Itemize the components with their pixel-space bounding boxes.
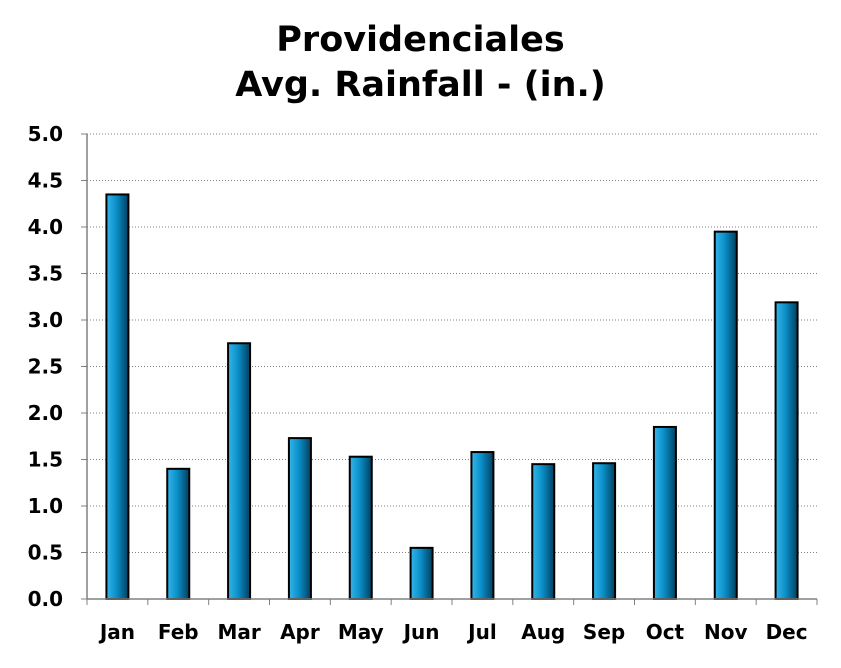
x-tick-label: Aug <box>521 620 565 644</box>
bar-may <box>348 455 373 600</box>
bars <box>105 193 799 601</box>
bar-oct <box>652 425 677 601</box>
x-tick-label: Jun <box>402 620 440 644</box>
bar-apr <box>287 437 312 600</box>
y-tick-label: 0.5 <box>28 541 63 565</box>
y-tick-label: 3.5 <box>28 262 63 286</box>
chart-title: Providenciales <box>276 20 565 60</box>
chart-title-block: Providenciales Avg. Rainfall - (in.) <box>0 18 841 108</box>
y-tick-labels: 0.0 0.5 1.0 1.5 2.0 2.5 3.0 3.5 4.0 4.5 5.0 <box>28 122 63 611</box>
x-tick-label: Feb <box>158 620 199 644</box>
x-tick-label: Dec <box>766 620 808 644</box>
x-tick-label: Jul <box>466 620 497 644</box>
x-tick-label: Jan <box>98 620 135 644</box>
x-tick-label: Oct <box>646 620 685 644</box>
x-tick-label: Nov <box>704 620 748 644</box>
x-tick-labels: Jan Feb Mar Apr May Jun Jul Aug Sep Oct Nov Dec <box>98 620 808 644</box>
bar-jan <box>105 193 130 600</box>
y-tick-label: 0.0 <box>28 587 63 611</box>
bar-jul <box>470 451 495 600</box>
gridlines <box>87 133 817 553</box>
x-tick-label: Sep <box>583 620 625 644</box>
y-tick-label: 3.0 <box>28 308 63 332</box>
x-tick-label: May <box>338 620 384 644</box>
y-tick-label: 4.0 <box>28 215 63 239</box>
axes <box>81 133 818 605</box>
bar-sep <box>592 462 617 600</box>
bar-nov <box>713 230 738 600</box>
bar-dec <box>774 301 799 600</box>
x-tick-label: Mar <box>217 620 260 644</box>
y-tick-label: 1.0 <box>28 494 63 518</box>
y-tick-label: 1.5 <box>28 448 63 472</box>
bar-feb <box>166 467 191 600</box>
y-tick-label: 2.0 <box>28 401 63 425</box>
x-tick-label: Apr <box>280 620 320 644</box>
bar-mar <box>227 342 252 600</box>
y-tick-label: 4.5 <box>28 169 63 193</box>
bar-aug <box>531 463 556 600</box>
chart-subtitle: Avg. Rainfall - (in.) <box>235 65 606 105</box>
bar-jun <box>409 546 434 600</box>
y-tick-label: 5.0 <box>28 122 63 146</box>
y-tick-label: 2.5 <box>28 355 63 379</box>
